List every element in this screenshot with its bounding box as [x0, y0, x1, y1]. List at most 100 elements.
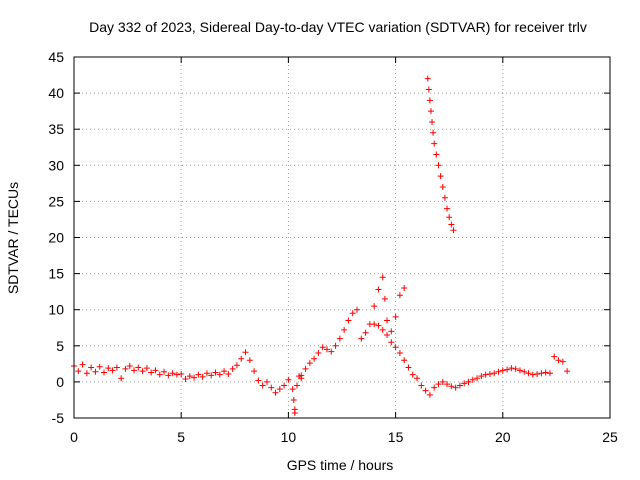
data-point-high-arc [448, 221, 455, 228]
data-point-rise-to-14h [315, 350, 322, 357]
data-point-baseline-late [546, 370, 553, 377]
data-point-high-arc [429, 118, 436, 125]
data-point-high-arc [450, 227, 457, 234]
x-tick-label: 25 [602, 429, 618, 445]
data-point-baseline-late [521, 368, 528, 375]
data-point-baseline-late [465, 378, 472, 385]
data-point-baseline-early [135, 364, 142, 371]
data-point-decay-after-14h [388, 339, 395, 346]
data-point-rise-to-14h [349, 310, 356, 317]
data-point-high-arc [441, 194, 448, 201]
data-point-baseline-late [504, 366, 511, 373]
x-tick-label: 10 [281, 429, 297, 445]
data-point-decay-after-14h [418, 382, 425, 389]
data-point-baseline-early [139, 368, 146, 375]
data-point-rise-to-14h [375, 286, 382, 293]
data-point-high-arc [430, 129, 437, 136]
data-point-baseline-early [186, 373, 193, 380]
x-tick-label: 15 [388, 429, 404, 445]
data-point-rise-to-14h [401, 285, 408, 292]
data-point-baseline-late [516, 367, 523, 374]
data-point-baseline-early [195, 371, 202, 378]
data-point-baseline-early [212, 369, 219, 376]
data-point-decay-after-14h [461, 380, 468, 387]
data-point-baseline-early [173, 371, 180, 378]
data-point-baseline-late [478, 373, 485, 380]
y-tick-label: 45 [48, 49, 64, 65]
data-point-baseline-late [559, 358, 566, 365]
data-point-decay-after-14h [452, 384, 459, 391]
data-point-high-arc [437, 173, 444, 180]
data-point-baseline-early [96, 363, 103, 370]
data-point-baseline-early [272, 389, 279, 396]
data-point-decay-after-14h [392, 344, 399, 351]
y-tick-label: 30 [48, 157, 64, 173]
data-point-baseline-late [542, 369, 549, 376]
data-point-baseline-early [165, 372, 172, 379]
data-point-rise-to-14h [358, 335, 365, 342]
data-point-baseline-late [482, 371, 489, 378]
data-point-dip-10h [289, 386, 296, 393]
data-point-rise-to-14h [392, 313, 399, 320]
data-point-rise-to-14h [345, 317, 352, 324]
data-point-rise-to-14h [332, 342, 339, 349]
data-point-baseline-early [169, 370, 176, 377]
data-point-decay-after-14h [379, 326, 386, 333]
data-point-rise-to-14h [354, 306, 361, 313]
data-point-baseline-early [152, 367, 159, 374]
data-point-high-arc [431, 140, 438, 147]
y-tick-label: 0 [56, 374, 64, 390]
data-point-baseline-late [555, 357, 562, 364]
x-axis-label: GPS time / hours [287, 457, 394, 473]
data-point-baseline-early [143, 365, 150, 372]
data-point-high-arc [446, 214, 453, 221]
data-point-baseline-early [191, 374, 198, 381]
data-point-baseline-early [118, 375, 125, 382]
data-point-high-arc [444, 205, 451, 212]
data-point-baseline-early [131, 367, 138, 374]
data-point-baseline-early [122, 365, 129, 372]
data-point-baseline-early [242, 349, 249, 356]
data-point-rise-to-14h [298, 372, 305, 379]
data-point-high-arc [426, 97, 433, 104]
y-tick-label: -5 [52, 410, 65, 426]
data-point-baseline-early [88, 364, 95, 371]
data-point-baseline-early [178, 370, 185, 377]
data-point-baseline-late [474, 375, 481, 382]
data-point-baseline-early [101, 369, 108, 376]
data-point-decay-after-14h [414, 375, 421, 382]
data-point-baseline-early [229, 365, 236, 372]
data-point-high-arc [425, 86, 432, 93]
data-point-decay-after-14h [371, 321, 378, 328]
data-point-baseline-early [276, 386, 283, 393]
data-point-decay-after-14h [405, 364, 412, 371]
data-point-rise-to-14h [341, 326, 348, 333]
data-point-baseline-late [564, 368, 571, 375]
data-point-baseline-early [109, 367, 116, 374]
data-point-decay-after-14h [375, 322, 382, 329]
data-point-high-arc [427, 108, 434, 115]
y-tick-label: 25 [48, 193, 64, 209]
data-point-high-arc [433, 151, 440, 158]
data-point-high-arc [435, 162, 442, 169]
data-point-decay-after-14h [396, 350, 403, 357]
data-point-high-arc [424, 75, 431, 82]
data-point-decay-after-14h [422, 387, 429, 394]
data-point-rise-to-14h [362, 329, 369, 336]
x-axis-ticks: 0 5 10 15 20 25 [70, 57, 618, 445]
data-point-baseline-early [255, 377, 262, 384]
chart-title: Day 332 of 2023, Sidereal Day-to-day VTE… [89, 19, 587, 35]
data-point-rise-to-14h [302, 365, 309, 372]
data-point-baseline-early [161, 368, 168, 375]
data-point-rise-to-14h [384, 317, 391, 324]
data-point-rise-to-14h [381, 295, 388, 302]
data-point-rise-to-14h [328, 348, 335, 355]
y-tick-label: 10 [48, 302, 64, 318]
y-axis-label: SDTVAR / TECUs [5, 182, 21, 294]
data-point-rise-to-14h [388, 328, 395, 335]
data-point-baseline-early [79, 361, 86, 368]
data-point-decay-after-14h [409, 371, 416, 378]
data-point-baseline-late [551, 353, 558, 360]
data-point-baseline-early [126, 363, 133, 370]
data-point-baseline-early [285, 376, 292, 383]
